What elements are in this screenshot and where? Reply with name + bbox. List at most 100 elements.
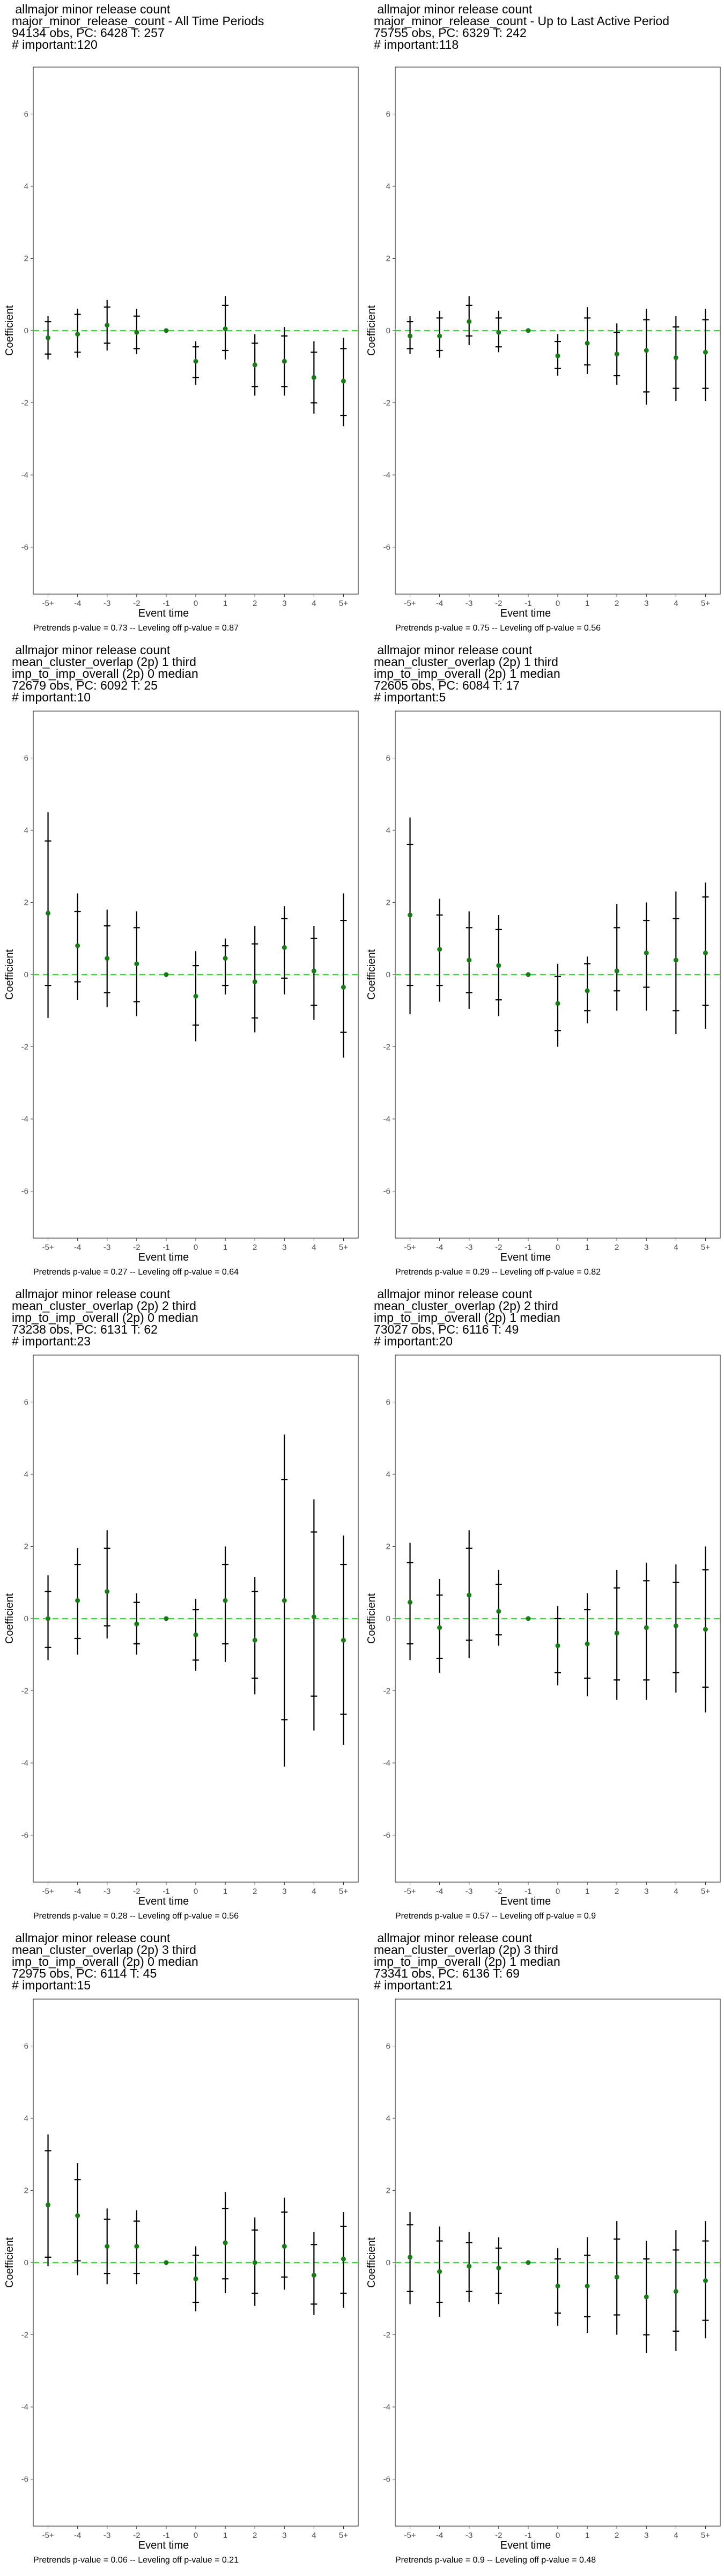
data-point: [46, 1616, 51, 1621]
data-point: [703, 2278, 708, 2284]
x-tick-label: 2: [615, 1887, 619, 1896]
y-tick-label: 0: [386, 326, 390, 335]
x-tick-label: -2: [495, 1887, 502, 1896]
x-tick-label: 4: [674, 1243, 678, 1252]
data-point: [644, 348, 649, 353]
chart-title-line: mean_cluster_overlap (2p) 2 third: [12, 1299, 196, 1313]
x-axis-label: Event time: [138, 2540, 189, 2551]
data-point: [223, 2240, 228, 2245]
chart-title-line: imp_to_imp_overall (2p) 1 median: [374, 667, 560, 680]
chart-panel-7: allmajor minor release count mean_cluster…: [0, 1932, 362, 2576]
data-point: [585, 988, 590, 993]
x-axis-label: Event time: [500, 608, 551, 619]
x-tick-label: 2: [615, 599, 619, 608]
data-point: [75, 943, 80, 948]
data-point: [282, 945, 287, 950]
data-point: [526, 2260, 531, 2265]
chart-plot: -6 -4 -2 0 2 4 6 -5+ -4 -3 -2 -1 0 1 2 3 4 5+ Event time Co…: [4, 711, 359, 1263]
data-point: [193, 993, 198, 999]
x-tick-label: 5+: [339, 599, 348, 608]
data-point: [408, 2255, 413, 2260]
chart-title: allmajor minor release count mean_cluster…: [12, 1932, 198, 1992]
y-axis-label: Coefficient: [4, 1593, 16, 1644]
chart-title-line: imp_to_imp_overall (2p) 1 median: [374, 1311, 560, 1324]
y-tick-label: 6: [24, 2041, 28, 2051]
x-tick-label: -5+: [42, 599, 54, 608]
y-axis-label: Coefficient: [4, 305, 16, 356]
data-point: [134, 2244, 139, 2249]
data-point: [703, 1627, 708, 1632]
data-point: [75, 332, 80, 337]
x-tick-label: -2: [495, 1243, 502, 1252]
chart-title-line: allmajor minor release count: [12, 2, 171, 16]
data-point: [341, 1637, 346, 1643]
y-tick-label: -4: [21, 2403, 28, 2412]
chart-title-line: allmajor minor release count: [374, 1287, 533, 1301]
chart-title-line: imp_to_imp_overall (2p) 0 median: [12, 1955, 198, 1968]
chart-title-line: # important:120: [12, 38, 98, 52]
x-tick-label: -3: [104, 1887, 110, 1896]
pvalue-footnote: Pretrends p-value = 0.28 -- Leveling off…: [33, 1912, 239, 1921]
chart-title-line: imp_to_imp_overall (2p) 0 median: [12, 1311, 198, 1324]
y-tick-label: -2: [383, 1687, 390, 1696]
chart-title: allmajor minor release count mean_cluster…: [374, 1932, 560, 1992]
x-tick-label: -4: [436, 2531, 443, 2540]
chart-panel-4: allmajor minor release count mean_cluster…: [362, 644, 724, 1288]
data-point: [585, 2284, 590, 2289]
x-tick-label: -4: [436, 1243, 443, 1252]
x-tick-label: 3: [282, 2531, 286, 2540]
x-tick-label: 3: [282, 599, 286, 608]
data-point: [585, 341, 590, 346]
data-point: [105, 956, 110, 961]
x-tick-label: 1: [223, 1243, 227, 1252]
pvalue-footnote: Pretrends p-value = 0.73 -- Leveling off…: [33, 624, 239, 633]
data-point: [223, 1598, 228, 1603]
x-tick-label: 3: [644, 599, 648, 608]
y-tick-label: 4: [386, 826, 390, 835]
x-tick-label: 3: [644, 1887, 648, 1896]
x-tick-label: -3: [104, 1243, 110, 1252]
chart-plot: -6 -4 -2 0 2 4 6 -5+ -4 -3 -2 -1 0 1 2 3 4 5+ Event time Co…: [366, 711, 721, 1263]
y-tick-label: 2: [386, 254, 390, 263]
data-point: [496, 1609, 501, 1614]
x-tick-label: 4: [312, 2531, 316, 2540]
y-tick-label: 0: [24, 970, 28, 979]
x-tick-label: -3: [466, 599, 472, 608]
x-axis-label: Event time: [500, 1252, 551, 1263]
data-point: [134, 961, 139, 967]
chart-title-line: mean_cluster_overlap (2p) 3 third: [12, 1943, 196, 1957]
x-tick-label: -4: [74, 1887, 81, 1896]
x-tick-label: 5+: [339, 2531, 348, 2540]
y-tick-label: -4: [21, 1115, 28, 1124]
x-tick-label: 5+: [701, 1243, 710, 1252]
data-point: [341, 985, 346, 990]
y-tick-label: 6: [386, 109, 390, 119]
chart-title-line: mean_cluster_overlap (2p) 2 third: [374, 1299, 558, 1313]
data-point: [164, 1616, 169, 1621]
data-point: [408, 1600, 413, 1605]
x-tick-label: -5+: [42, 2531, 54, 2540]
data-point: [134, 330, 139, 335]
x-tick-label: 5+: [701, 2531, 710, 2540]
x-tick-label: 3: [644, 1243, 648, 1252]
data-point: [193, 1632, 198, 1637]
x-tick-label: -5+: [42, 1887, 54, 1896]
x-tick-label: -2: [133, 599, 140, 608]
y-tick-label: -6: [21, 1187, 28, 1196]
pvalue-footnote: Pretrends p-value = 0.57 -- Leveling off…: [395, 1912, 596, 1921]
data-point: [193, 358, 198, 364]
y-tick-label: 0: [386, 1614, 390, 1623]
data-point: [311, 968, 316, 974]
x-tick-label: -3: [104, 2531, 110, 2540]
y-tick-label: 6: [386, 753, 390, 763]
y-tick-label: -6: [21, 1831, 28, 1840]
x-tick-label: 0: [194, 1887, 198, 1896]
y-tick-label: -4: [383, 1115, 390, 1124]
y-tick-label: -6: [21, 543, 28, 552]
data-point: [341, 2256, 346, 2262]
x-tick-label: 1: [585, 599, 589, 608]
data-point: [673, 1623, 678, 1628]
chart-panel-5: allmajor minor release count mean_cluster…: [0, 1288, 362, 1932]
x-tick-label: 1: [585, 1887, 589, 1896]
data-point: [496, 963, 501, 968]
